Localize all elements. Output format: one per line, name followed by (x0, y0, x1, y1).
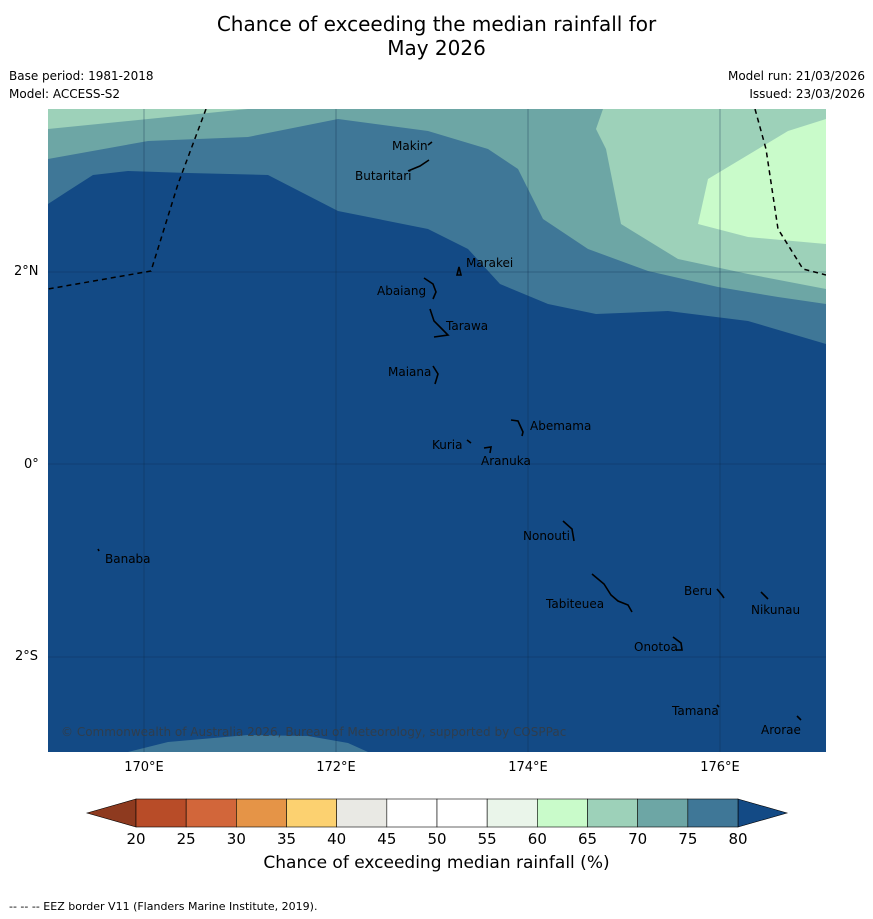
base-period: Base period: 1981-2018 (9, 69, 154, 83)
lat-label-2s: 2°S (15, 649, 39, 664)
place-labels: Makin Butaritari Marakei Abaiang Tarawa … (105, 139, 801, 737)
page-title: Chance of exceeding the median rainfall … (0, 12, 873, 60)
island-tabiteuea (591, 573, 633, 613)
colorbar-tick-label: 45 (377, 830, 396, 848)
meta-left: Base period: 1981-2018 Model: ACCESS-S2 (9, 67, 154, 103)
colorbar-segment (537, 798, 588, 828)
island-kuria (466, 439, 472, 444)
meta-right: Model run: 21/03/2026 Issued: 23/03/2026 (728, 67, 865, 103)
label-makin: Makin (392, 139, 428, 153)
island-abaiang (423, 277, 437, 300)
colorbar-tick-label: 75 (678, 830, 697, 848)
island-aranuka (483, 446, 492, 454)
colorbar-segment (486, 798, 538, 828)
colorbar-tick-label: 80 (728, 830, 747, 848)
lat-label-2n: 2°N (14, 264, 39, 279)
title-line-1: Chance of exceeding the median rainfall … (216, 12, 657, 36)
issued-date: Issued: 23/03/2026 (749, 87, 865, 101)
colorbar-segments (135, 798, 739, 828)
band-65-70-topleft (48, 109, 248, 129)
colorbar-segment (336, 798, 388, 828)
island-makin (427, 141, 433, 146)
label-kuria: Kuria (432, 438, 463, 452)
colorbar-tick-label: 25 (177, 830, 196, 848)
island-butaritari (407, 159, 430, 172)
colorbar: 20 25 30 35 40 45 50 55 60 65 70 75 80 (85, 798, 789, 848)
colorbar-tick-label: 30 (227, 830, 246, 848)
lat-label-0: 0° (24, 457, 39, 472)
colorbar-segment (135, 798, 187, 828)
lon-label-174e: 174°E (508, 760, 548, 775)
colorbar-tick-label: 60 (528, 830, 547, 848)
label-nikunau: Nikunau (751, 603, 800, 617)
colorbar-segment (687, 798, 739, 828)
label-beru: Beru (684, 584, 712, 598)
colorbar-extend-high (737, 798, 789, 828)
island-beru (716, 588, 725, 599)
lon-label-176e: 176°E (700, 760, 740, 775)
label-abaiang: Abaiang (377, 284, 426, 298)
colorbar-tick-label: 40 (327, 830, 346, 848)
island-maiana (432, 365, 439, 385)
island-outlines (97, 141, 802, 721)
colorbar-segment (185, 798, 237, 828)
graticule (48, 109, 826, 752)
eez-footnote: -- -- -- EEZ border V11 (Flanders Marine… (9, 900, 318, 913)
colorbar-tick-label: 65 (578, 830, 597, 848)
model-name: Model: ACCESS-S2 (9, 87, 121, 101)
label-nonouti: Nonouti (523, 529, 570, 543)
colorbar-segment (236, 798, 287, 828)
island-onotoa (672, 636, 683, 651)
title-line-2: May 2026 (387, 36, 486, 60)
label-butaritari: Butaritari (355, 169, 412, 183)
colorbar-segment (637, 798, 689, 828)
label-maiana: Maiana (388, 365, 431, 379)
label-aranuka: Aranuka (481, 454, 531, 468)
colorbar-tick-label: 50 (427, 830, 446, 848)
lon-label-170e: 170°E (124, 760, 164, 775)
lon-label-172e: 172°E (316, 760, 356, 775)
band-75-80-bottom (128, 735, 368, 752)
label-onotoa: Onotoa (634, 640, 678, 654)
colorbar-tick-label: 35 (277, 830, 296, 848)
colorbar-label: Chance of exceeding median rainfall (%) (263, 853, 610, 873)
colorbar-ticks: 20 25 30 35 40 45 50 55 60 65 70 75 80 (126, 830, 747, 848)
copyright-text: © Commonwealth of Australia 2026, Bureau… (61, 725, 566, 739)
eez-border (48, 109, 826, 290)
model-run: Model run: 21/03/2026 (727, 69, 865, 83)
band-60-65 (698, 119, 826, 244)
label-tarawa: Tarawa (445, 319, 488, 333)
label-tamana: Tamana (671, 704, 719, 718)
label-tabiteuea: Tabiteuea (545, 597, 604, 611)
colorbar-segment (386, 798, 438, 828)
colorbar-segment (587, 798, 638, 828)
island-nikunau (760, 591, 769, 600)
label-abemama: Abemama (530, 419, 591, 433)
colorbar-tick-label: 70 (628, 830, 647, 848)
island-abemama (510, 419, 524, 437)
island-tamana (716, 704, 720, 708)
label-marakei: Marakei (466, 256, 513, 270)
colorbar-segment (436, 798, 488, 828)
colorbar-segment (286, 798, 337, 828)
rainfall-map: Makin Butaritari Marakei Abaiang Tarawa … (48, 109, 826, 752)
island-nonouti (562, 520, 575, 542)
island-banaba (97, 548, 100, 552)
island-tarawa (429, 308, 450, 338)
colorbar-tick-label: 55 (478, 830, 497, 848)
label-arorae: Arorae (761, 723, 801, 737)
label-banaba: Banaba (105, 552, 151, 566)
colorbar-tick-label: 20 (126, 830, 145, 848)
band-above-80 (48, 171, 826, 752)
map-svg: Makin Butaritari Marakei Abaiang Tarawa … (48, 109, 826, 752)
island-marakei (455, 266, 463, 276)
colorbar-extend-low (85, 798, 137, 828)
island-arorae (796, 715, 802, 721)
